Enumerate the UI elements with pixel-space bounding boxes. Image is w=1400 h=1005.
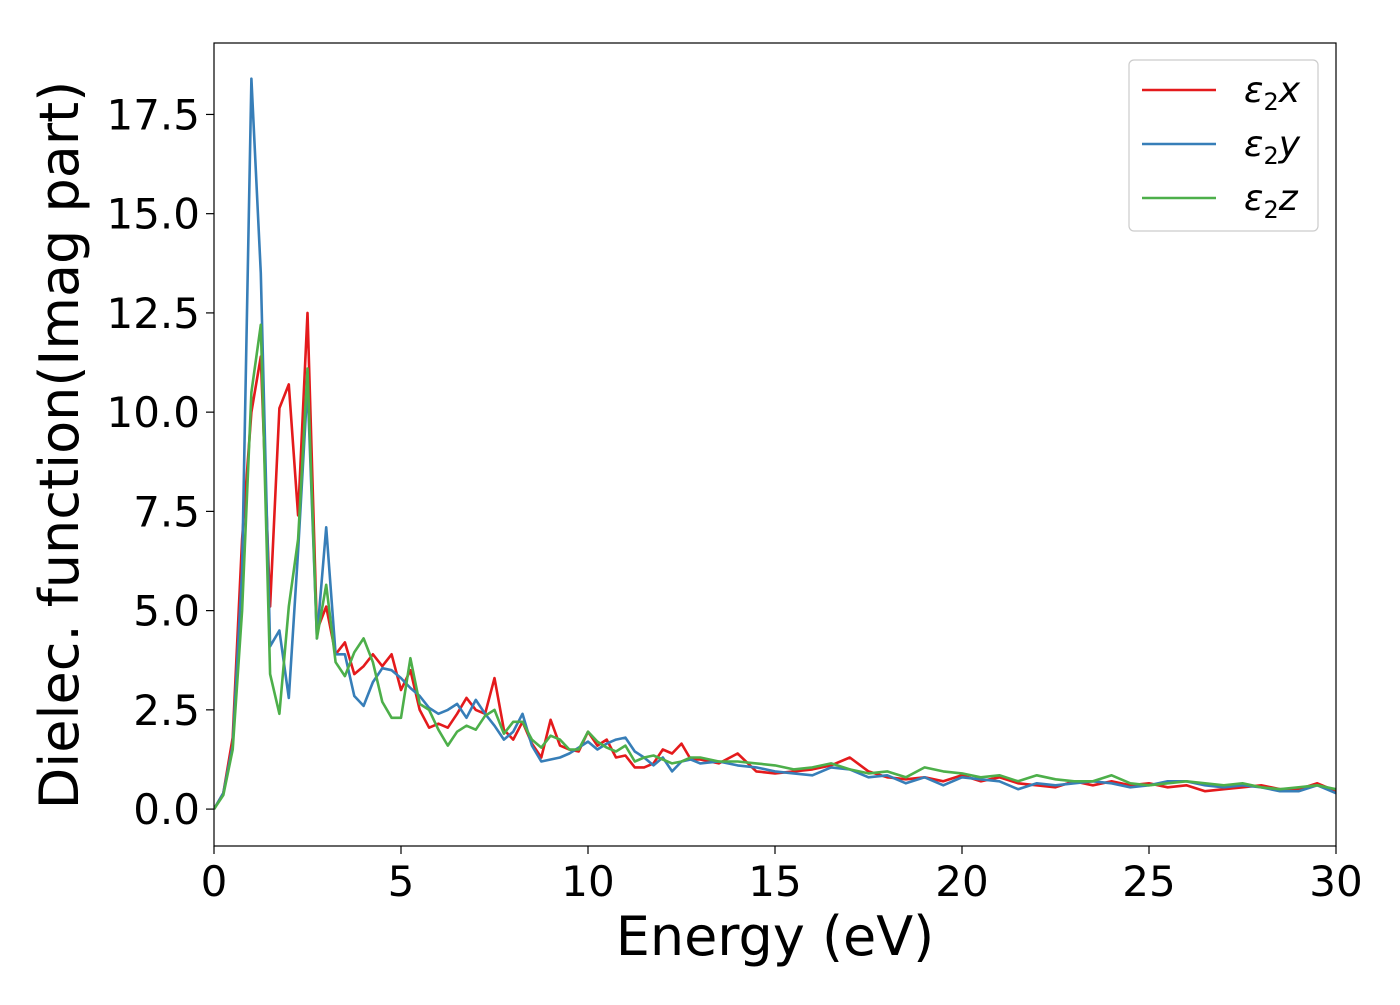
x-tick-label: 10 xyxy=(561,857,614,906)
series-line-x xyxy=(214,311,1336,810)
x-tick-label: 20 xyxy=(935,857,988,906)
x-axis-ticks: 0 5 10 15 20 25 30 xyxy=(201,846,1363,906)
x-tick-label: 15 xyxy=(748,857,801,906)
y-tick-label: 15.0 xyxy=(106,190,200,239)
y-tick-label: 17.5 xyxy=(106,90,200,139)
legend-label-z: ε2z xyxy=(1244,178,1299,224)
series-layer xyxy=(214,77,1336,810)
legend-symbol: ε xyxy=(1244,178,1263,219)
legend-symbol: ε xyxy=(1244,70,1263,111)
legend-subscript: 2 xyxy=(1263,196,1278,224)
legend-subscript: 2 xyxy=(1263,142,1278,170)
y-tick-label: 0.0 xyxy=(133,785,200,834)
y-tick-label: 7.5 xyxy=(133,487,200,536)
legend-box xyxy=(1128,59,1319,232)
x-tick-label: 5 xyxy=(388,857,415,906)
legend-symbol: ε xyxy=(1244,124,1263,165)
x-tick-label: 30 xyxy=(1309,857,1362,906)
legend-axis: y xyxy=(1278,124,1301,165)
series-line-z xyxy=(214,323,1336,810)
legend-label-y: ε2y xyxy=(1244,124,1301,170)
legend-subscript: 2 xyxy=(1263,88,1278,116)
legend-axis: x xyxy=(1278,70,1301,111)
x-tick-label: 25 xyxy=(1122,857,1175,906)
y-axis-label: Dielec. function(Imag part) xyxy=(28,81,91,810)
y-tick-label: 12.5 xyxy=(106,289,200,338)
x-axis-label: Energy (eV) xyxy=(616,905,935,968)
x-tick-label: 0 xyxy=(201,857,228,906)
y-tick-label: 5.0 xyxy=(133,587,200,636)
y-tick-label: 2.5 xyxy=(133,686,200,735)
legend-axis: z xyxy=(1278,178,1299,219)
y-axis-ticks: 0.0 2.5 5.0 7.5 10.0 12.5 15.0 17.5 xyxy=(106,90,214,834)
legend-label-x: ε2x xyxy=(1244,70,1301,116)
y-tick-label: 10.0 xyxy=(106,388,200,437)
